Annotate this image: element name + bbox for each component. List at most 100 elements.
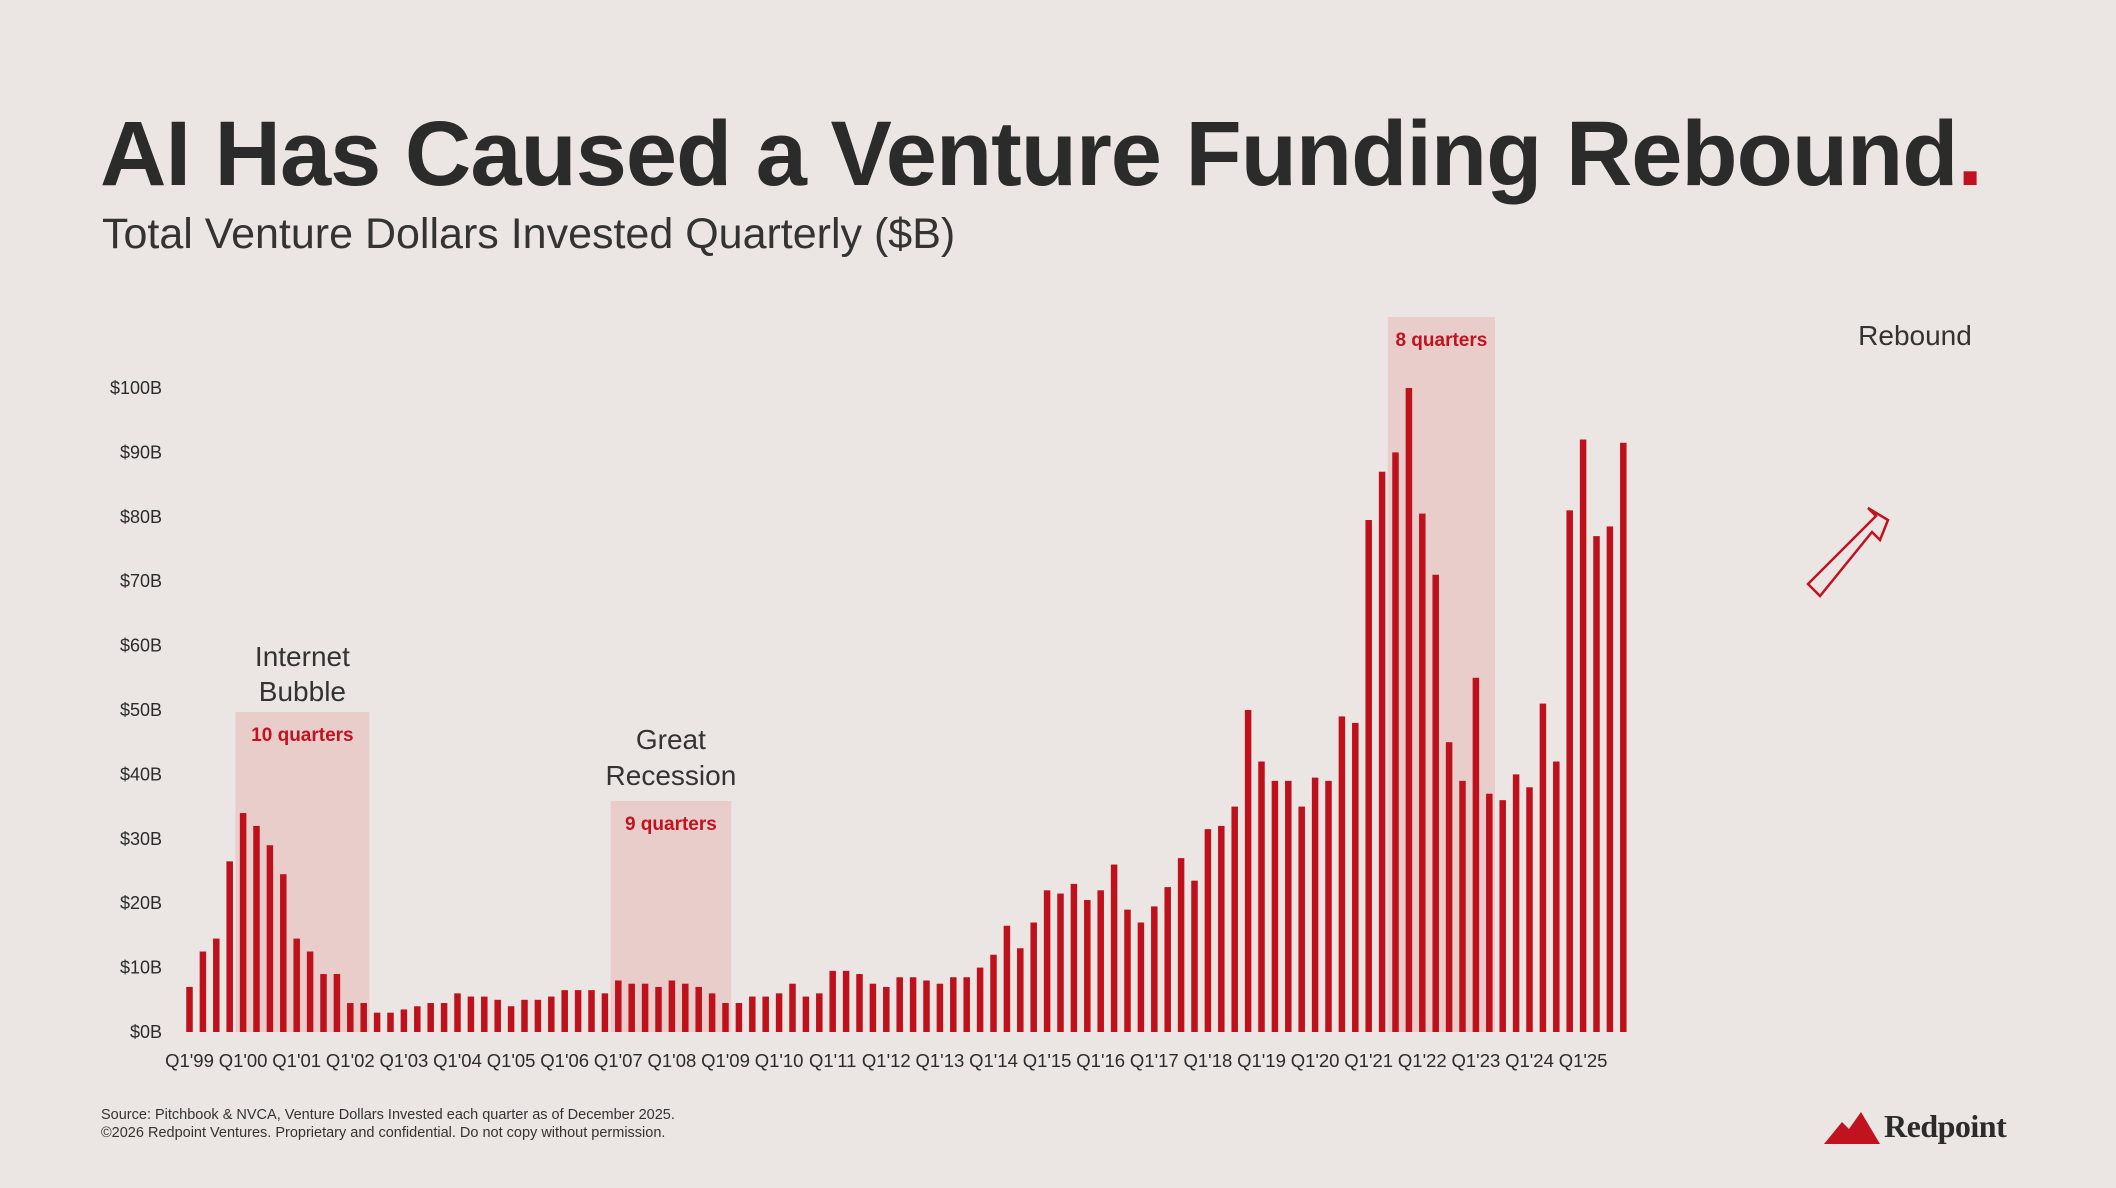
bar [641, 983, 649, 1032]
title-accent-dot: . [1957, 103, 1983, 205]
source-note: Source: Pitchbook & NVCA, Venture Dollar… [101, 1107, 675, 1123]
rebound-arrow-icon [1806, 506, 1890, 598]
bar [1003, 925, 1011, 1032]
bar [306, 951, 314, 1032]
bar [1097, 890, 1104, 1032]
bar [775, 993, 783, 1032]
y-tick-label: $70B [120, 571, 162, 591]
x-tick-label: Q1'00 [219, 1050, 268, 1071]
bar [280, 874, 287, 1032]
bar [333, 974, 341, 1032]
period-duration-label: 9 quarters [625, 814, 717, 835]
bar [1191, 880, 1198, 1032]
bar [615, 980, 622, 1032]
bar [682, 983, 689, 1032]
bar [735, 1003, 743, 1032]
bar [481, 996, 488, 1032]
logo-text: Redpoint [1884, 1108, 2007, 1144]
x-tick-label: Q1'20 [1291, 1050, 1340, 1071]
bar [1445, 742, 1453, 1032]
x-tick-label: Q1'15 [1023, 1050, 1072, 1071]
bar [655, 986, 662, 1032]
bar [708, 993, 716, 1032]
bar [668, 980, 676, 1032]
x-tick-label: Q1'04 [433, 1050, 482, 1071]
x-tick-label: Q1'07 [594, 1050, 643, 1071]
bar [722, 1003, 729, 1032]
bar [1459, 780, 1466, 1032]
bar [1606, 526, 1614, 1032]
bar [856, 974, 863, 1032]
bar [1271, 780, 1279, 1032]
bar [1043, 890, 1051, 1032]
bar [1218, 825, 1225, 1032]
bar [1419, 513, 1426, 1032]
bar [1231, 806, 1238, 1032]
bar [936, 983, 944, 1032]
y-tick-label: $60B [120, 636, 162, 656]
x-tick-label: Q1'17 [1130, 1050, 1179, 1071]
bar [320, 974, 327, 1032]
footnote: Source: Pitchbook & NVCA, Venture Dollar… [101, 1106, 675, 1142]
bar [1352, 722, 1359, 1032]
x-tick-label: Q1'03 [380, 1050, 429, 1071]
bar [909, 977, 917, 1032]
bar [347, 1003, 354, 1032]
bar [1285, 780, 1292, 1032]
x-tick-label: Q1'23 [1452, 1050, 1501, 1071]
bar [1338, 716, 1346, 1032]
bar [1110, 864, 1118, 1032]
period-title-label: Bubble [259, 676, 346, 707]
bar [1258, 761, 1265, 1032]
bar [1084, 899, 1091, 1032]
bar [186, 986, 193, 1032]
x-tick-label: Q1'99 [165, 1050, 214, 1071]
bar [1539, 703, 1547, 1032]
bar [548, 996, 555, 1032]
bar [1486, 793, 1493, 1032]
bar [816, 993, 823, 1032]
bar [829, 970, 836, 1032]
page-title: AI Has Caused a Venture Funding Rebound. [100, 103, 1983, 205]
bar [1405, 388, 1413, 1032]
bar [802, 996, 810, 1032]
x-tick-label: Q1'02 [326, 1050, 375, 1071]
bar [923, 980, 930, 1032]
bar [387, 1012, 394, 1032]
shaded-periods [235, 317, 1495, 1032]
bar [239, 813, 247, 1032]
x-tick-label: Q1'18 [1184, 1050, 1233, 1071]
bar [762, 996, 769, 1032]
bar [1325, 780, 1332, 1032]
bar-series [186, 388, 1627, 1033]
bar [373, 1012, 381, 1032]
bar [1499, 800, 1506, 1032]
bar [1137, 922, 1145, 1032]
x-tick-label: Q1'14 [969, 1050, 1018, 1071]
bar [1177, 858, 1185, 1032]
bar [749, 996, 756, 1032]
bar [467, 996, 475, 1032]
y-tick-label: $0B [130, 1022, 162, 1042]
bar [521, 999, 528, 1032]
bar [1017, 948, 1024, 1032]
x-axis: Q1'99 Q1'00 Q1'01 Q1'02 Q1'03 Q1'04 Q1'05 Q1'06… [165, 1050, 1607, 1071]
x-tick-label: Q1'19 [1237, 1050, 1286, 1071]
y-tick-label: $30B [120, 829, 162, 849]
bar [1553, 761, 1560, 1032]
x-tick-label: Q1'22 [1398, 1050, 1447, 1071]
x-tick-label: Q1'09 [701, 1050, 750, 1071]
y-tick-label: $80B [120, 507, 162, 527]
bar [360, 1003, 367, 1032]
bar [896, 977, 903, 1032]
bar [199, 951, 207, 1032]
redpoint-mountain-icon [1824, 1111, 1880, 1144]
bar [1526, 787, 1533, 1032]
x-tick-label: Q1'05 [487, 1050, 536, 1071]
bar [950, 977, 957, 1032]
bar [963, 977, 970, 1032]
bar [1124, 909, 1131, 1032]
annotations: 10 quarters Internet Bubble 9 quarters Great… [251, 320, 1972, 835]
bar [601, 993, 609, 1032]
x-tick-label: Q1'25 [1559, 1050, 1608, 1071]
